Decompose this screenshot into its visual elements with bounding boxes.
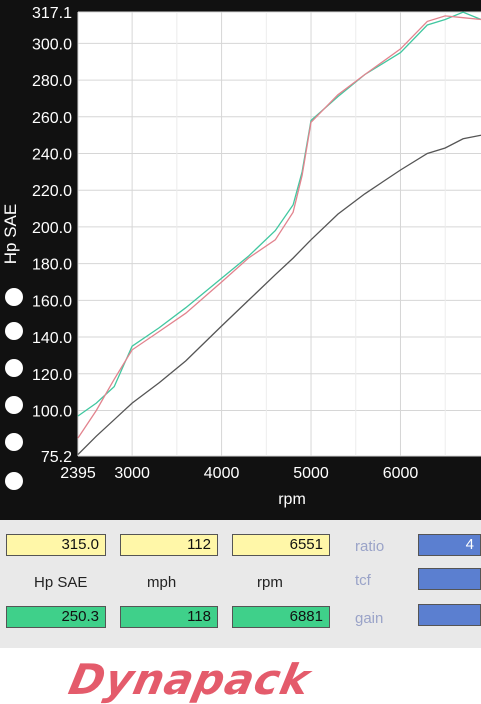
x-tick-label: 2395: [60, 465, 96, 482]
current-rpm-value: 6881: [232, 606, 330, 628]
hole-mark: [5, 472, 23, 490]
y-tick-label: 75.2: [41, 449, 72, 466]
y-tick-label: 220.0: [32, 183, 72, 200]
gain-label: gain: [355, 610, 384, 627]
hole-mark: [5, 288, 23, 306]
readout-panel: 315.0 112 6551 Hp SAE mph rpm 250.3 118 …: [0, 520, 481, 648]
y-tick-label: 260.0: [32, 110, 72, 127]
peak-mph-value: 112: [120, 534, 218, 556]
hole-mark: [5, 396, 23, 414]
y-tick-label: 160.0: [32, 293, 72, 310]
current-hp-value: 250.3: [6, 606, 106, 628]
tcf-label: tcf: [355, 572, 371, 589]
hole-mark: [5, 322, 23, 340]
y-tick-label: 317.1: [32, 5, 72, 22]
hole-mark: [5, 359, 23, 377]
y-axis-label: Hp SAE: [1, 204, 20, 264]
dynapack-logo: Dynapack: [64, 655, 315, 704]
x-tick-label: 4000: [204, 465, 240, 482]
x-tick-labels: 2395 3000 4000 5000 6000: [60, 465, 418, 482]
y-tick-labels: 75.2 100.0 120.0 140.0 160.0 180.0 200.0 220.0 2…: [32, 5, 72, 466]
binding-holes: [5, 288, 23, 490]
series-line-1: [77, 11, 481, 417]
y-tick-label: 180.0: [32, 257, 72, 274]
current-mph-value: 118: [120, 606, 218, 628]
x-tick-label: 3000: [114, 465, 150, 482]
logo-bar: [0, 648, 481, 704]
rpm-label: rpm: [257, 574, 283, 591]
series-line-2: [77, 15, 481, 439]
peak-hp-value: 315.0: [6, 534, 106, 556]
hole-mark: [5, 433, 23, 451]
series-line-3: [77, 134, 481, 455]
plot-panel: 75.2 100.0 120.0 140.0 160.0 180.0 200.0 220.0 2…: [0, 0, 481, 520]
ratio-value: 4: [418, 534, 481, 556]
x-axis-label: rpm: [278, 491, 306, 508]
y-tick-label: 140.0: [32, 330, 72, 347]
x-tick-label: 6000: [383, 465, 419, 482]
x-tick-label: 5000: [293, 465, 329, 482]
y-tick-label: 300.0: [32, 36, 72, 53]
y-tick-label: 280.0: [32, 73, 72, 90]
peak-rpm-value: 6551: [232, 534, 330, 556]
grid: [77, 11, 481, 457]
y-tick-label: 100.0: [32, 403, 72, 420]
hp-sae-label: Hp SAE: [34, 574, 88, 591]
y-tick-label: 120.0: [32, 367, 72, 384]
gain-value: [418, 604, 481, 626]
mph-label: mph: [147, 574, 177, 591]
series-layer: [77, 11, 481, 455]
power-chart: 75.2 100.0 120.0 140.0 160.0 180.0 200.0 220.0 2…: [1, 5, 481, 508]
y-tick-label: 240.0: [32, 147, 72, 164]
tcf-value: [418, 568, 481, 590]
y-tick-label: 200.0: [32, 220, 72, 237]
ratio-label: ratio: [355, 538, 385, 555]
